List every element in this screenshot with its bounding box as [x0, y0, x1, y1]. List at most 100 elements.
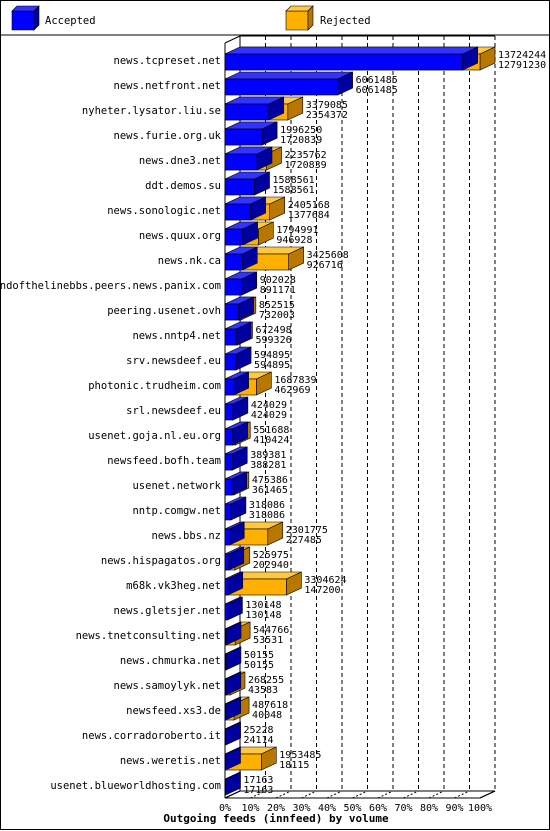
legend-swatch-rejected: [285, 5, 314, 31]
value-label-accepted: 43583: [248, 685, 278, 696]
value-label-offered: 852515: [259, 300, 295, 311]
floor-tick-30: [301, 790, 317, 799]
value-label-offered: 2405168: [288, 200, 330, 211]
value-label-offered: 1794991: [276, 225, 318, 236]
category-label: srl.newsdeef.eu: [126, 405, 221, 417]
value-label-accepted: 202940: [253, 560, 289, 571]
bar-accepted-front: [224, 528, 230, 546]
bar-accepted-front: [224, 553, 230, 571]
bar-accepted-side: [225, 646, 242, 671]
category-label: news.bbs.nz: [151, 530, 221, 542]
bar-accepted-front: [224, 278, 242, 296]
chart-title: Outgoing feeds (innfeed) by volume: [163, 812, 389, 825]
value-label-accepted: 1377684: [288, 210, 330, 221]
value-label-accepted: 18115: [279, 760, 309, 771]
category-label: news.tnetconsulting.net: [76, 630, 221, 642]
value-label-accepted: 227485: [286, 535, 322, 546]
bar-accepted-front: [224, 428, 233, 446]
bar-accepted-front: [224, 703, 227, 721]
bar-accepted-front: [224, 128, 263, 146]
value-label-accepted: 946928: [276, 235, 312, 246]
category-label: news.sonologic.net: [107, 205, 221, 217]
category-label: news.tcpreset.net: [114, 55, 221, 67]
value-label-offered: 1996250: [280, 125, 322, 136]
category-label: news.nntp4.net: [132, 330, 221, 342]
value-label-offered: 2301775: [286, 525, 328, 536]
value-label-offered: 3304624: [304, 575, 346, 586]
value-label-accepted: 891171: [260, 285, 296, 296]
category-label: news.chmurka.net: [120, 655, 221, 667]
category-label: peering.usenet.ovh: [107, 305, 221, 317]
value-label-offered: 13724244: [498, 50, 546, 61]
floor-tick-90: [454, 790, 470, 799]
value-label-offered: 424029: [251, 400, 287, 411]
category-label: news.netfront.net: [114, 80, 221, 92]
value-label-accepted: 462969: [274, 385, 310, 396]
value-label-accepted: 424029: [251, 410, 287, 421]
category-label: news.quux.org: [139, 230, 221, 242]
bar-accepted-front: [224, 303, 239, 321]
value-label-offered: 1953485: [279, 750, 321, 761]
bar-accepted-front: [224, 78, 338, 96]
value-label-accepted: 53531: [253, 635, 283, 646]
value-label-accepted: 599326: [255, 335, 291, 346]
bar-accepted-front: [224, 628, 227, 646]
category-label: nyheter.lysator.liu.se: [82, 105, 221, 117]
value-label-accepted: 388281: [250, 460, 286, 471]
value-label-offered: 3379085: [306, 100, 348, 111]
value-label-accepted: 12791230: [498, 60, 546, 71]
value-label-offered: 318086: [249, 500, 285, 511]
value-label-offered: 389381: [250, 450, 286, 461]
category-label: news.nk.ca: [158, 255, 221, 267]
bar-accepted-front: [224, 53, 463, 71]
legend-label-rejected: Rejected: [320, 15, 371, 27]
bar-accepted-front: [224, 403, 234, 421]
value-label-accepted: 17163: [243, 785, 273, 796]
category-label: newsfeed.xs3.de: [126, 705, 221, 717]
bar-accepted-front: [224, 103, 270, 121]
x-tick-label-30: 30%: [292, 803, 310, 814]
value-label-offered: 594895: [254, 350, 290, 361]
bar-accepted-front: [224, 253, 243, 271]
category-label: usenet.network: [132, 480, 221, 492]
value-label-accepted: 410424: [253, 435, 289, 446]
bar-accepted-front: [224, 453, 233, 471]
value-label-offered: 17163: [243, 775, 273, 786]
value-label-offered: 475386: [252, 475, 288, 486]
bar-accepted-side: [225, 671, 242, 696]
value-label-offered: 268255: [248, 675, 284, 686]
x-tick-label-50: 50%: [343, 803, 361, 814]
bar-accepted-front: [224, 203, 251, 221]
value-label-accepted: 50155: [244, 660, 274, 671]
floor-tick-70: [403, 790, 419, 799]
value-label-offered: 130148: [245, 600, 281, 611]
floor-tick-20: [275, 790, 292, 799]
bar-accepted-front: [224, 353, 237, 371]
legend-label-accepted: Accepted: [45, 15, 96, 27]
plot-area: 0% 10% 20% 30% 40% 50% 60% 70% 80% 90% 100% news.tc…: [1, 35, 546, 814]
value-label-offered: 25228: [243, 725, 273, 736]
category-label: news.weretis.net: [120, 755, 221, 767]
value-label-offered: 487618: [252, 700, 288, 711]
category-label: news.samoylyk.net: [114, 680, 221, 692]
floor-tick-10: [250, 790, 266, 799]
category-label: news.hispagatos.org: [101, 555, 221, 567]
value-label-accepted: 130148: [245, 610, 281, 621]
value-label-accepted: 6061485: [356, 85, 398, 96]
floor-tick-100: [479, 790, 496, 799]
value-label-accepted: 361465: [252, 485, 288, 496]
bar-accepted-front: [224, 153, 258, 171]
bar-accepted-top: [224, 46, 478, 55]
value-label-accepted: 1720839: [280, 135, 322, 146]
floor-tick-50: [352, 790, 368, 799]
x-tick-label-20: 20%: [267, 803, 285, 814]
category-label: news.furie.org.uk: [114, 130, 222, 142]
floor-tick-40: [326, 790, 343, 799]
bar-accepted-front: [224, 503, 232, 521]
category-label: endofthelinebbs.peers.news.panix.com: [1, 280, 221, 292]
category-label: srv.newsdeef.eu: [126, 355, 221, 367]
value-label-accepted: 40048: [252, 710, 282, 721]
floor-tick-60: [377, 790, 394, 799]
